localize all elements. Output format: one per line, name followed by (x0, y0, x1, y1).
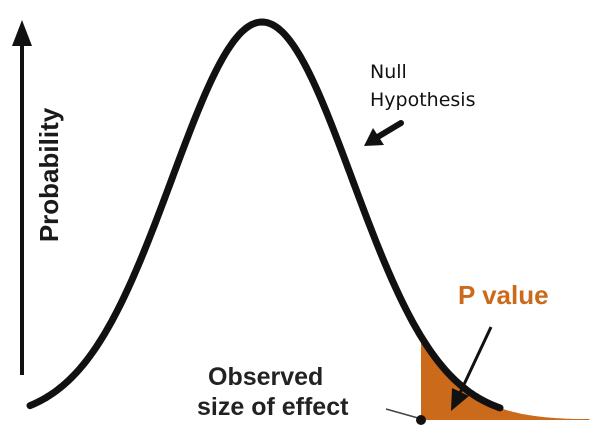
observed-effect-point (416, 415, 426, 425)
null-hypothesis-arrow (364, 120, 404, 146)
observed-effect-label-line1: Observed (208, 363, 323, 391)
null-hypothesis-label-line1: Null (370, 61, 407, 83)
observed-effect-label-line2: size of effect (197, 393, 349, 421)
observed-effect-leader-line (385, 408, 419, 419)
p-value-label: P value (458, 280, 549, 310)
y-axis-label: Probability (34, 107, 64, 242)
p-value-shaded-region (421, 336, 590, 420)
y-axis-arrow (12, 20, 32, 375)
null-hypothesis-label-line2: Hypothesis (370, 89, 475, 111)
p-value-arrow (451, 326, 493, 411)
null-distribution-curve (26, 18, 504, 412)
